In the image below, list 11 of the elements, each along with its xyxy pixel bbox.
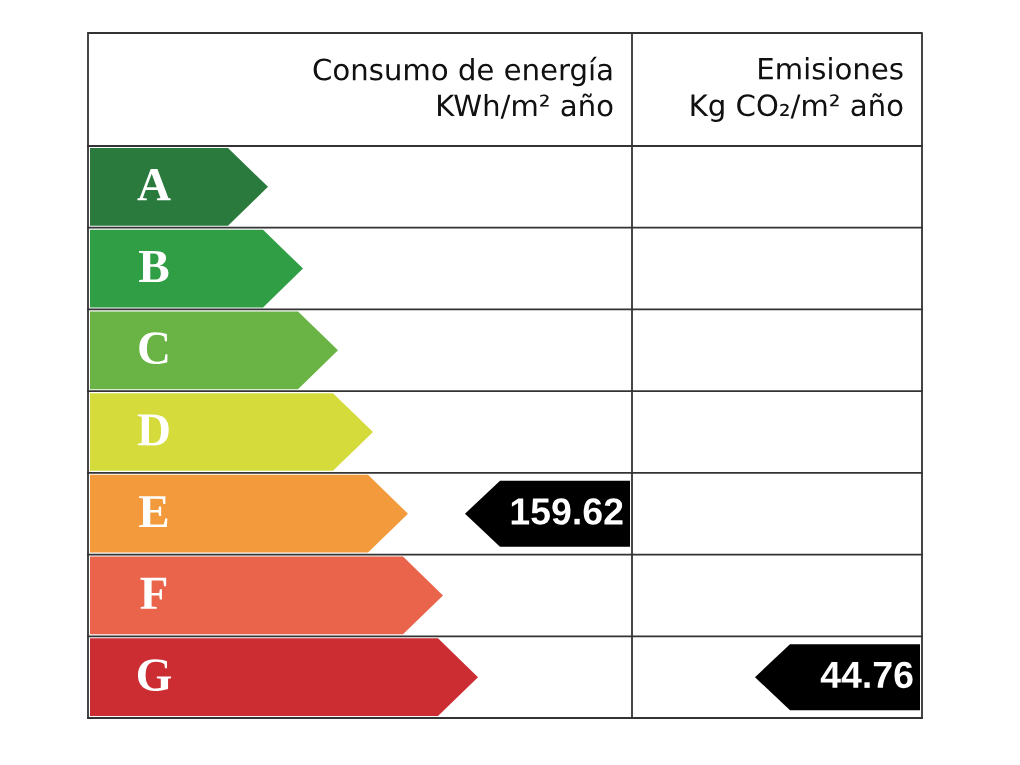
category-label: G bbox=[137, 659, 172, 691]
category-label: F bbox=[140, 577, 167, 609]
category-label: C bbox=[139, 332, 168, 365]
data-label: 44.76 bbox=[820, 661, 913, 689]
text: Emisiones Kg CO₂/m² año bbox=[691, 57, 903, 122]
category-label: D bbox=[137, 414, 169, 446]
data-label: 159.62 bbox=[511, 498, 623, 525]
category-label: E bbox=[139, 496, 168, 528]
text: Consumo de energía KWh/m² año bbox=[313, 56, 613, 119]
category-label: B bbox=[139, 251, 169, 283]
category-label: A bbox=[137, 169, 171, 201]
